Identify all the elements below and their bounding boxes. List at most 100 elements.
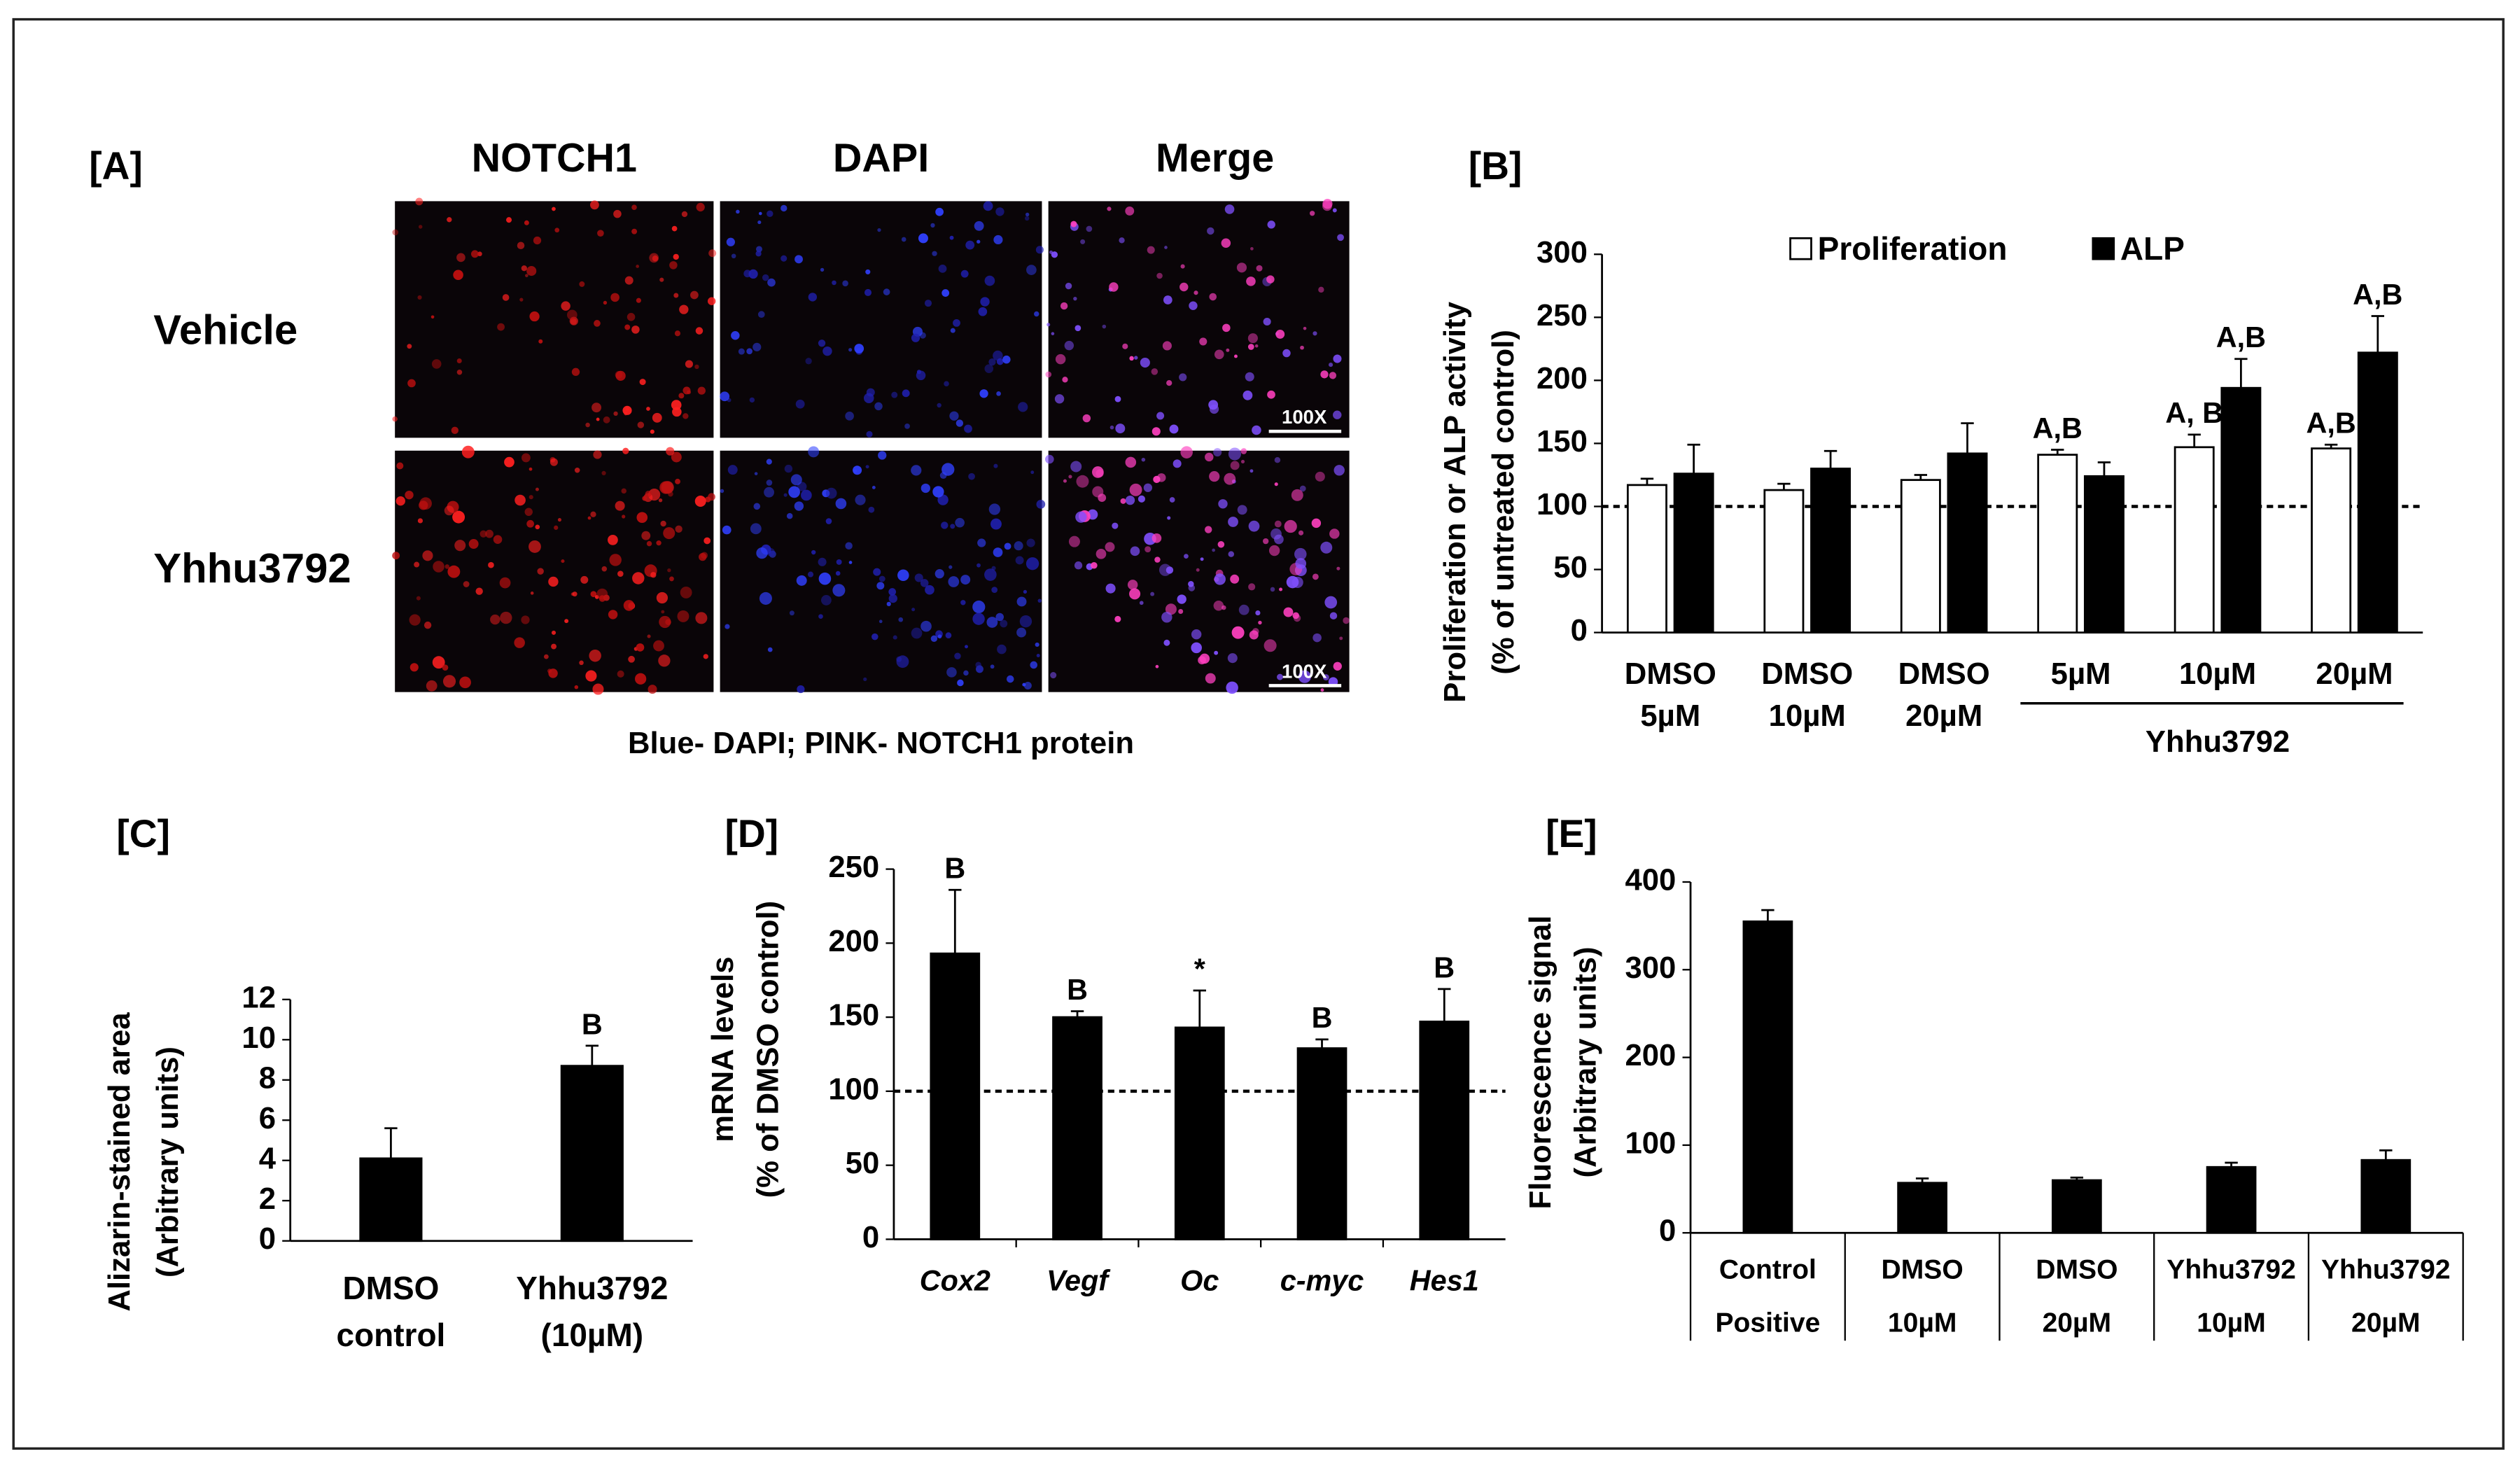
cell-dot [574,685,579,690]
cell-dot [1252,425,1261,435]
cell-dot [624,276,634,285]
panel-label: [C] [116,812,170,855]
cell-dot [671,451,682,463]
cell-dot [1208,400,1219,410]
cell-dot [682,413,689,419]
cell-dot [1143,483,1153,492]
cell-dot [585,422,590,428]
cell-dot [1045,371,1052,378]
cell-dot [1167,516,1171,520]
cell-dot [410,663,419,672]
cell-dot [1322,201,1332,211]
cell-dot [1274,520,1282,528]
cell-dot [444,505,454,516]
cell-dot [783,493,788,497]
cell-dot [594,320,601,327]
cell-dot [456,253,465,262]
cell-dot [1045,454,1054,464]
cell-dot [1267,220,1275,229]
annotation: B [1434,951,1455,983]
cell-dot [766,548,775,556]
x-tick-label: Yhhu3792 [516,1270,668,1306]
cell-dot [835,570,841,576]
bar [359,1157,423,1242]
x-tick-label: DMSO [342,1270,439,1306]
cell-dot [1068,475,1072,479]
cell-dot [554,227,560,233]
cell-dot [550,458,558,466]
cell-dot [613,209,622,218]
cell-dot [708,249,717,258]
cell-dot [1180,282,1189,292]
cell-dot [669,576,674,582]
scale-label: 100X [1282,660,1327,682]
cell-dot [972,600,986,614]
cell-dot [419,500,428,510]
cell-dot [1254,344,1259,348]
cell-dot [1073,296,1077,301]
cell-dot [888,588,897,596]
cell-dot [1246,276,1256,286]
cell-dot [660,520,666,527]
panel-label: [A] [89,144,143,188]
bar [560,1065,624,1242]
cell-dot [864,288,872,296]
micrograph [1048,201,1350,438]
cell-dot [1062,377,1068,383]
cell-dot [554,525,559,530]
cell-dot [1222,323,1231,332]
cell-dot [930,635,938,642]
cell-dot [1112,522,1119,529]
y-tick-label: 150 [1536,424,1588,458]
cell-dot [680,586,692,598]
cell-dot [1074,561,1083,570]
cell-dot [990,518,1002,530]
cell-dot [673,253,679,260]
cell-dot [897,569,909,582]
cell-dot [1065,282,1072,290]
cell-dot [447,217,452,223]
cell-dot [1282,349,1291,358]
cell-dot [628,655,635,663]
x-tick-label: DMSO [1761,657,1853,691]
cell-dot [1205,452,1214,462]
cell-dot [1000,620,1008,628]
cell-dot [932,251,937,256]
cell-dot [784,464,793,473]
cell-dot [1230,461,1240,470]
y-axis-label: (Arbitrary units) [1568,946,1602,1177]
cell-dot [1292,612,1299,620]
cell-dot [1226,681,1238,694]
cell-dot [1300,345,1304,350]
cell-dot [661,610,665,614]
cell-dot [1004,542,1011,550]
cell-dot [1240,448,1247,454]
cell-dot [757,311,765,318]
cell-dot [592,402,602,413]
cell-dot [832,584,846,597]
annotation: A, B [2165,397,2223,429]
cell-dot [1016,596,1027,607]
cell-dot [1333,662,1342,671]
cell-dot [1070,461,1082,472]
cell-dot [1205,673,1216,684]
y-tick-label: 50 [846,1146,880,1180]
cell-dot [1320,370,1329,379]
cell-dot [1179,373,1187,382]
cell-dot [1320,541,1333,554]
cell-dot [1312,573,1319,580]
cell-dot [795,399,805,409]
annotation: B [1067,974,1088,1006]
cell-dot [1102,324,1107,329]
cell-dot [738,348,745,355]
cell-dot [1082,414,1091,423]
cell-dot [854,344,864,354]
cell-dot [948,565,953,569]
cell-dot [944,381,949,387]
cell-dot [1105,542,1115,552]
cell-dot [868,506,875,513]
cell-dot [1245,372,1254,382]
cell-dot [980,297,990,307]
cell-dot [1026,538,1035,547]
cell-dot [1231,626,1245,639]
